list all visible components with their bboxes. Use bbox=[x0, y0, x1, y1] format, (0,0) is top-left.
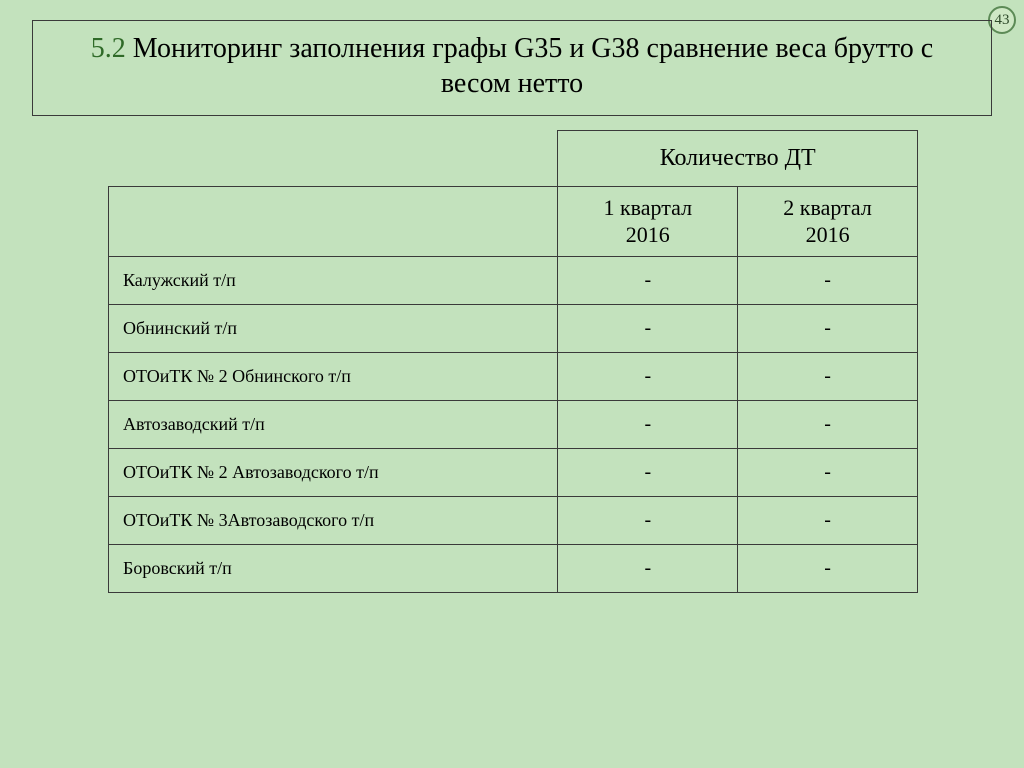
row-val-q1: - bbox=[558, 305, 738, 353]
row-val-q2: - bbox=[738, 545, 918, 593]
row-val-q2: - bbox=[738, 497, 918, 545]
page-number-badge: 43 bbox=[988, 6, 1016, 34]
col-header-q1-line1: 1 квартал bbox=[603, 195, 692, 220]
row-label: ОТОиТК № 2 Автозаводского т/п bbox=[109, 449, 558, 497]
table-row: Калужский т/п - - bbox=[109, 257, 918, 305]
table-header-row-group: Количество ДТ bbox=[109, 131, 918, 187]
title-box: 5.2 Мониторинг заполнения графы G35 и G3… bbox=[32, 20, 992, 116]
title-text: Мониторинг заполнения графы G35 и G38 ср… bbox=[133, 33, 933, 99]
col-header-q2: 2 квартал 2016 bbox=[738, 187, 918, 257]
row-label: ОТОиТК № 2 Обнинского т/п bbox=[109, 353, 558, 401]
row-val-q1: - bbox=[558, 353, 738, 401]
data-table: Количество ДТ 1 квартал 2016 2 квартал 2… bbox=[108, 130, 918, 593]
table-row: ОТОиТК № 2 Автозаводского т/п - - bbox=[109, 449, 918, 497]
row-val-q1: - bbox=[558, 545, 738, 593]
table-row: Автозаводский т/п - - bbox=[109, 401, 918, 449]
row-val-q2: - bbox=[738, 353, 918, 401]
group-header: Количество ДТ bbox=[558, 131, 918, 187]
row-val-q1: - bbox=[558, 401, 738, 449]
row-val-q2: - bbox=[738, 257, 918, 305]
row-val-q1: - bbox=[558, 257, 738, 305]
row-val-q2: - bbox=[738, 401, 918, 449]
table-row: Обнинский т/п - - bbox=[109, 305, 918, 353]
row-label: Калужский т/п bbox=[109, 257, 558, 305]
row-label: Автозаводский т/п bbox=[109, 401, 558, 449]
empty-corner-cell bbox=[109, 131, 558, 187]
table-row: ОТОиТК № 2 Обнинского т/п - - bbox=[109, 353, 918, 401]
row-header-blank bbox=[109, 187, 558, 257]
row-val-q2: - bbox=[738, 305, 918, 353]
col-header-q1: 1 квартал 2016 bbox=[558, 187, 738, 257]
section-number: 5.2 bbox=[91, 33, 126, 64]
data-table-container: Количество ДТ 1 квартал 2016 2 квартал 2… bbox=[108, 130, 918, 593]
table-row: ОТОиТК № 3Автозаводского т/п - - bbox=[109, 497, 918, 545]
row-val-q1: - bbox=[558, 497, 738, 545]
row-label: Боровский т/п bbox=[109, 545, 558, 593]
row-label: ОТОиТК № 3Автозаводского т/п bbox=[109, 497, 558, 545]
page-number: 43 bbox=[995, 12, 1010, 29]
col-header-q1-line2: 2016 bbox=[626, 222, 670, 247]
col-header-q2-line2: 2016 bbox=[806, 222, 850, 247]
page-title: 5.2 Мониторинг заполнения графы G35 и G3… bbox=[91, 33, 933, 99]
row-label: Обнинский т/п bbox=[109, 305, 558, 353]
row-val-q2: - bbox=[738, 449, 918, 497]
table-row: Боровский т/п - - bbox=[109, 545, 918, 593]
table-header-row-sub: 1 квартал 2016 2 квартал 2016 bbox=[109, 187, 918, 257]
row-val-q1: - bbox=[558, 449, 738, 497]
col-header-q2-line1: 2 квартал bbox=[783, 195, 872, 220]
